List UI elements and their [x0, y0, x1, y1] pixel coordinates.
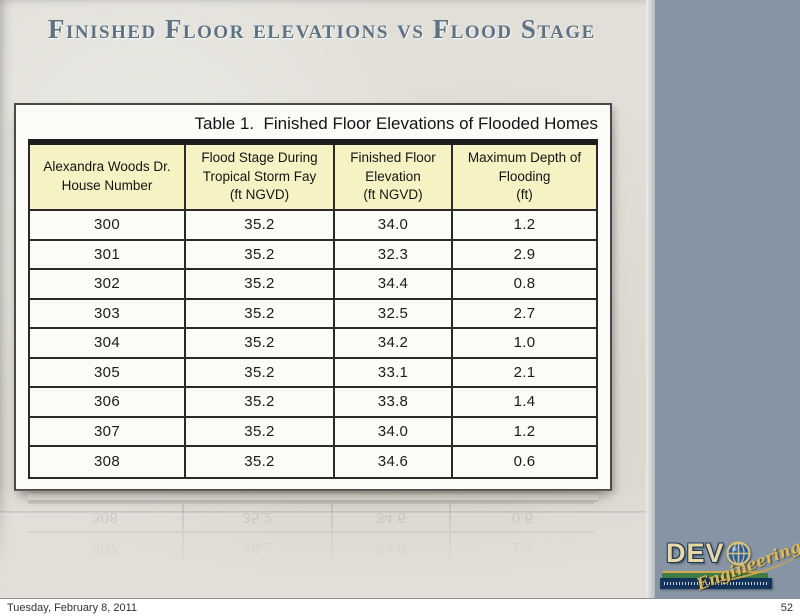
cell: 306 [30, 388, 186, 418]
flood-table: Alexandra Woods Dr. House Number Flood S… [28, 145, 598, 479]
table-card: Table 1. Finished Floor Elevations of Fl… [14, 103, 612, 491]
table-row: 308 35.2 34.6 0.6 [30, 447, 596, 477]
devo-logo: DEV Engineering [658, 528, 800, 594]
cell: 2.7 [453, 299, 596, 329]
cell: 307 [30, 417, 186, 447]
cell: 32.3 [335, 240, 453, 270]
cell: 2.1 [453, 358, 596, 388]
cell: 34.0 [335, 211, 453, 241]
logo-navy-bar [660, 578, 772, 589]
paper-edge [646, 0, 655, 598]
header-house-number: Alexandra Woods Dr. House Number [30, 145, 186, 211]
header-line: (ft NGVD) [363, 187, 423, 203]
table-row: 306 35.2 33.8 1.4 [30, 388, 596, 418]
table-row: 303 35.2 32.5 2.7 [30, 299, 596, 329]
header-line: Tropical Storm Fay [202, 168, 317, 184]
logo-green-bar [662, 573, 768, 578]
logo-gold-rule [662, 571, 764, 573]
table-row: 302 35.2 34.4 0.8 [30, 270, 596, 300]
cell: 304 [30, 329, 186, 359]
footer-date: Tuesday, February 8, 2011 [7, 601, 138, 614]
table-row: 305 35.2 33.1 2.1 [30, 358, 596, 388]
cell: 0.8 [453, 270, 596, 300]
cell: 1.4 [453, 388, 596, 418]
header-line: House Number [61, 178, 153, 193]
globe-compass-icon [725, 541, 751, 566]
logo-wordmark: DEV [666, 538, 751, 569]
cell: 35.2 [186, 211, 335, 241]
header-line: Elevation [365, 168, 421, 184]
cell: 1.0 [453, 329, 596, 359]
cell: 35.2 [186, 240, 335, 270]
logo-tagline-illegible [664, 582, 768, 585]
cell: 34.2 [335, 329, 453, 359]
cell: 35.2 [186, 417, 335, 447]
cell: 35.2 [186, 388, 335, 418]
table-row: 307 35.2 34.0 1.2 [30, 417, 596, 447]
header-max-depth: Maximum Depth of Flooding (ft) [453, 145, 596, 211]
header-floor-elevation: Finished Floor Elevation (ft NGVD) [335, 145, 453, 211]
table-row: 304 35.2 34.2 1.0 [30, 329, 596, 359]
cell: 1.2 [453, 211, 596, 241]
cell: 34.0 [335, 417, 453, 447]
table-header-row: Alexandra Woods Dr. House Number Flood S… [30, 145, 596, 211]
cell: 35.2 [186, 270, 335, 300]
header-line: Flood Stage During [201, 149, 318, 165]
cell: 33.1 [335, 358, 453, 388]
footer-bar: Tuesday, February 8, 2011 52 [0, 598, 800, 616]
cell: 35.2 [186, 299, 335, 329]
cell: 305 [30, 358, 186, 388]
logo-wordmark-text: DEV [666, 538, 725, 568]
header-line: Maximum Depth of [467, 149, 582, 165]
cell: 301 [30, 240, 186, 270]
cell: 2.9 [453, 240, 596, 270]
table-row: 301 35.2 32.3 2.9 [30, 240, 596, 270]
cell: 302 [30, 270, 186, 300]
table-row: 300 35.2 34.0 1.2 [30, 211, 596, 241]
cell: 32.5 [335, 299, 453, 329]
header-line: Flooding [498, 168, 551, 184]
cell: 303 [30, 299, 186, 329]
header-line: Finished Floor [350, 149, 436, 165]
caption-divider [28, 139, 598, 145]
page-number: 52 [780, 601, 793, 614]
table-caption: Table 1. Finished Floor Elevations of Fl… [194, 114, 598, 133]
cell: 33.8 [335, 388, 453, 418]
cell: 0.6 [453, 447, 596, 477]
cell: 308 [30, 447, 186, 477]
header-line: (ft) [516, 187, 533, 203]
cell: 1.2 [453, 417, 596, 447]
cell: 35.2 [186, 329, 335, 359]
cell: 300 [30, 211, 186, 241]
cell: 35.2 [186, 358, 335, 388]
header-flood-stage: Flood Stage During Tropical Storm Fay (f… [186, 145, 335, 211]
reflection-fade [0, 490, 646, 598]
cell: 34.6 [335, 447, 453, 477]
header-line: Alexandra Woods Dr. [43, 159, 171, 175]
page-title: Finished Floor elevations vs Flood Stage [48, 14, 596, 44]
paper-crease [0, 511, 646, 515]
cell: 34.4 [335, 270, 453, 300]
header-line: (ft NGVD) [229, 187, 290, 203]
cell: 35.2 [186, 447, 335, 477]
